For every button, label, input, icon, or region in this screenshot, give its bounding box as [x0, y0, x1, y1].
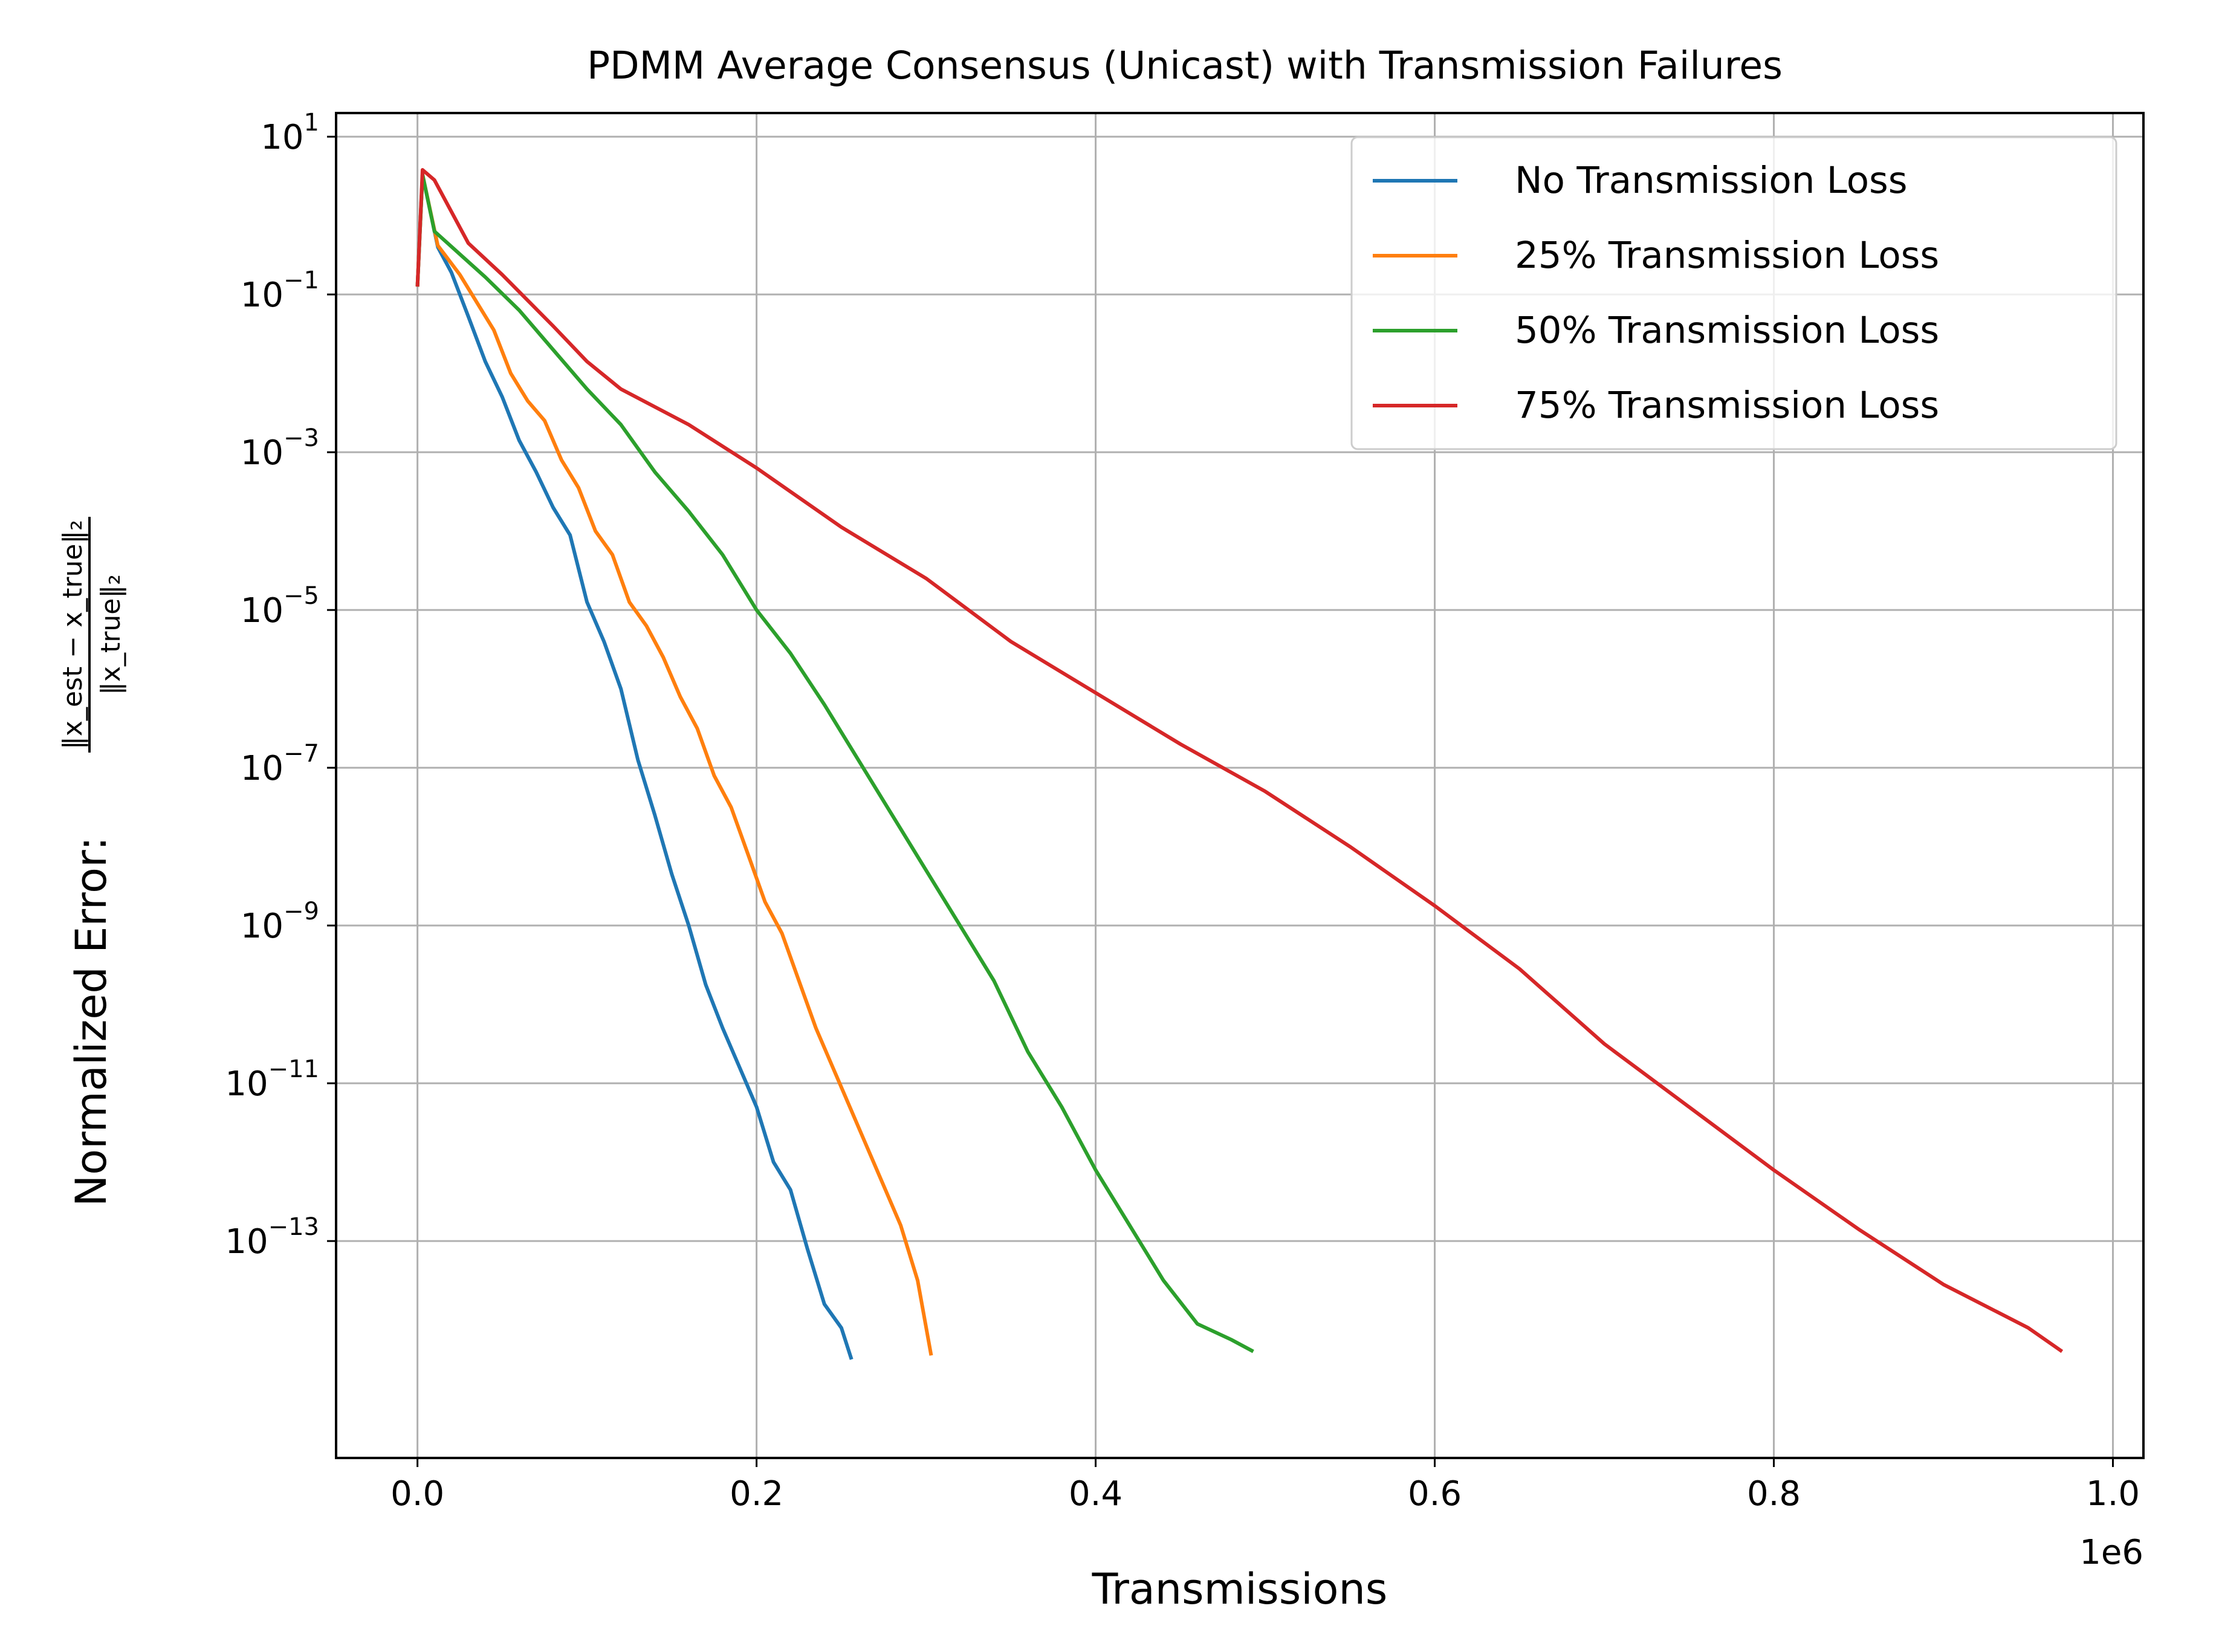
legend-label: 25% Transmission Loss	[1515, 234, 1939, 277]
y-axis-label-numerator: ‖x_est − x_true‖₂	[57, 520, 88, 750]
y-tick-label: 10−5	[241, 582, 319, 630]
y-tick-label: 10−7	[241, 740, 319, 788]
y-axis-ticks: 101 10−1 10−3 10−5 10−7 10−9 10−11 10−13	[225, 109, 336, 1262]
y-tick-label: 10−9	[241, 898, 319, 946]
x-tick-label: 0.2	[730, 1474, 783, 1514]
x-tick-label: 0.4	[1069, 1474, 1122, 1514]
y-axis-label-prefix: Normalized Error:	[66, 837, 116, 1207]
x-axis-ticks: 0.0 0.2 0.4 0.6 0.8 1.0	[390, 1458, 2140, 1514]
legend-label: 75% Transmission Loss	[1515, 384, 1939, 427]
y-axis-label: Normalized Error: ‖x_est − x_true‖₂ ‖x_t…	[57, 517, 126, 1207]
y-tick-label: 101	[261, 109, 319, 157]
series-line-2	[415, 172, 1254, 1353]
plot-area-frame	[335, 112, 2145, 1459]
x-axis-label: Transmissions	[1092, 1564, 1388, 1614]
chart-title: PDMM Average Consensus (Unicast) with Tr…	[587, 44, 1783, 88]
x-tick-label: 0.0	[390, 1474, 444, 1514]
legend-box	[1350, 136, 2117, 450]
y-tick-label: 10−11	[225, 1055, 319, 1104]
series-line-0	[415, 172, 854, 1360]
series-line-3	[415, 168, 2064, 1353]
x-tick-label: 0.8	[1747, 1474, 1801, 1514]
y-tick-label: 10−3	[241, 424, 319, 473]
x-axis-scale-label: 1e6	[2079, 1533, 2143, 1572]
x-tick-label: 1.0	[2086, 1474, 2140, 1514]
series-layer	[415, 168, 2064, 1360]
legend: No Transmission Loss 25% Transmission Los…	[1350, 136, 2117, 450]
y-tick-label: 10−1	[241, 267, 319, 315]
legend-label: No Transmission Loss	[1515, 159, 1908, 202]
y-tick-label: 10−13	[225, 1213, 319, 1262]
series-line-1	[415, 172, 933, 1356]
y-axis-label-denominator: ‖x_true‖₂	[96, 574, 126, 695]
x-tick-label: 0.6	[1408, 1474, 1462, 1514]
grid-lines	[336, 113, 2143, 1458]
legend-label: 50% Transmission Loss	[1515, 309, 1939, 352]
